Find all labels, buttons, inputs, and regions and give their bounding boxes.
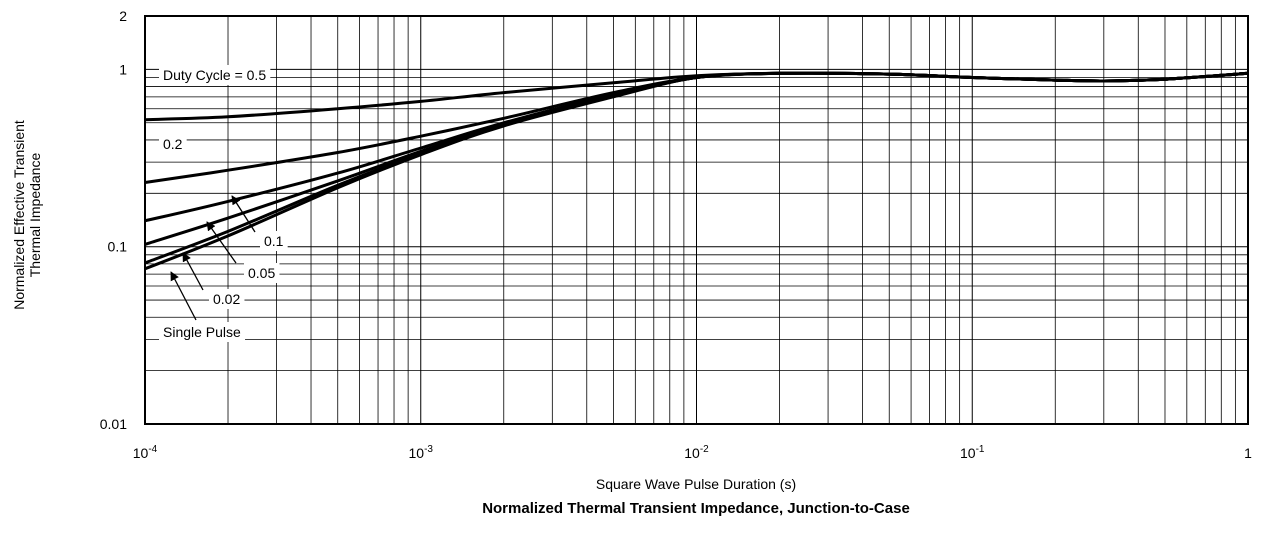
x-axis-label: Square Wave Pulse Duration (s): [596, 476, 796, 492]
annotation-label-3: 0.05: [248, 265, 275, 281]
annotation-arrow-4: [182, 252, 204, 291]
x-tick-labels: 10-4 10-3 10-2 10-1 1: [133, 444, 1252, 461]
annotation-label-bg-4: [209, 289, 245, 309]
annotation-arrow-3: [206, 221, 237, 264]
y-tick-label: 0.01: [100, 416, 127, 432]
annotation-arrow-5: [170, 271, 197, 321]
y-tick-labels: 2 1 0.1 0.01: [100, 8, 127, 432]
y-tick-label: 0.1: [108, 239, 128, 255]
y-tick-label: 2: [119, 8, 127, 24]
chart-title: Normalized Thermal Transient Impedance, …: [482, 500, 910, 517]
y-tick-label: 1: [119, 61, 127, 77]
annotation-label-bg-3: [244, 263, 280, 283]
annotation-label-5: Single Pulse: [163, 324, 241, 340]
y-axis-label-line-2: Thermal Impedance: [27, 153, 43, 278]
annotation-label-1: 0.2: [163, 136, 183, 152]
annotation-label-bg-2: [260, 231, 288, 251]
annotation-arrow-2: [231, 195, 256, 233]
annotation-label-2: 0.1: [264, 233, 284, 249]
annotation-label-0: Duty Cycle = 0.5: [163, 67, 266, 83]
y-axis-label: Normalized Effective Transient Thermal I…: [11, 120, 43, 310]
annotation-label-bg-5: [159, 322, 246, 342]
x-tick-label: 10-1: [960, 444, 985, 461]
x-tick-label: 10-2: [684, 444, 709, 461]
x-tick-label: 1: [1244, 445, 1252, 461]
y-axis-label-line-1: Normalized Effective Transient: [11, 120, 27, 310]
x-tick-label: 10-3: [409, 444, 434, 461]
annotation-layer: Duty Cycle = 0.5 0.2 0.1 0.05 0.02 Single Pul…: [159, 65, 288, 342]
plot-frame: [144, 15, 1249, 425]
x-tick-label: 10-4: [133, 444, 158, 461]
series-layer: [144, 71, 1249, 271]
annotation-label-bg-1: [159, 134, 187, 154]
annotation-label-bg-0: [159, 65, 271, 85]
annotation-label-4: 0.02: [213, 291, 240, 307]
series-line-5: [144, 71, 1249, 271]
